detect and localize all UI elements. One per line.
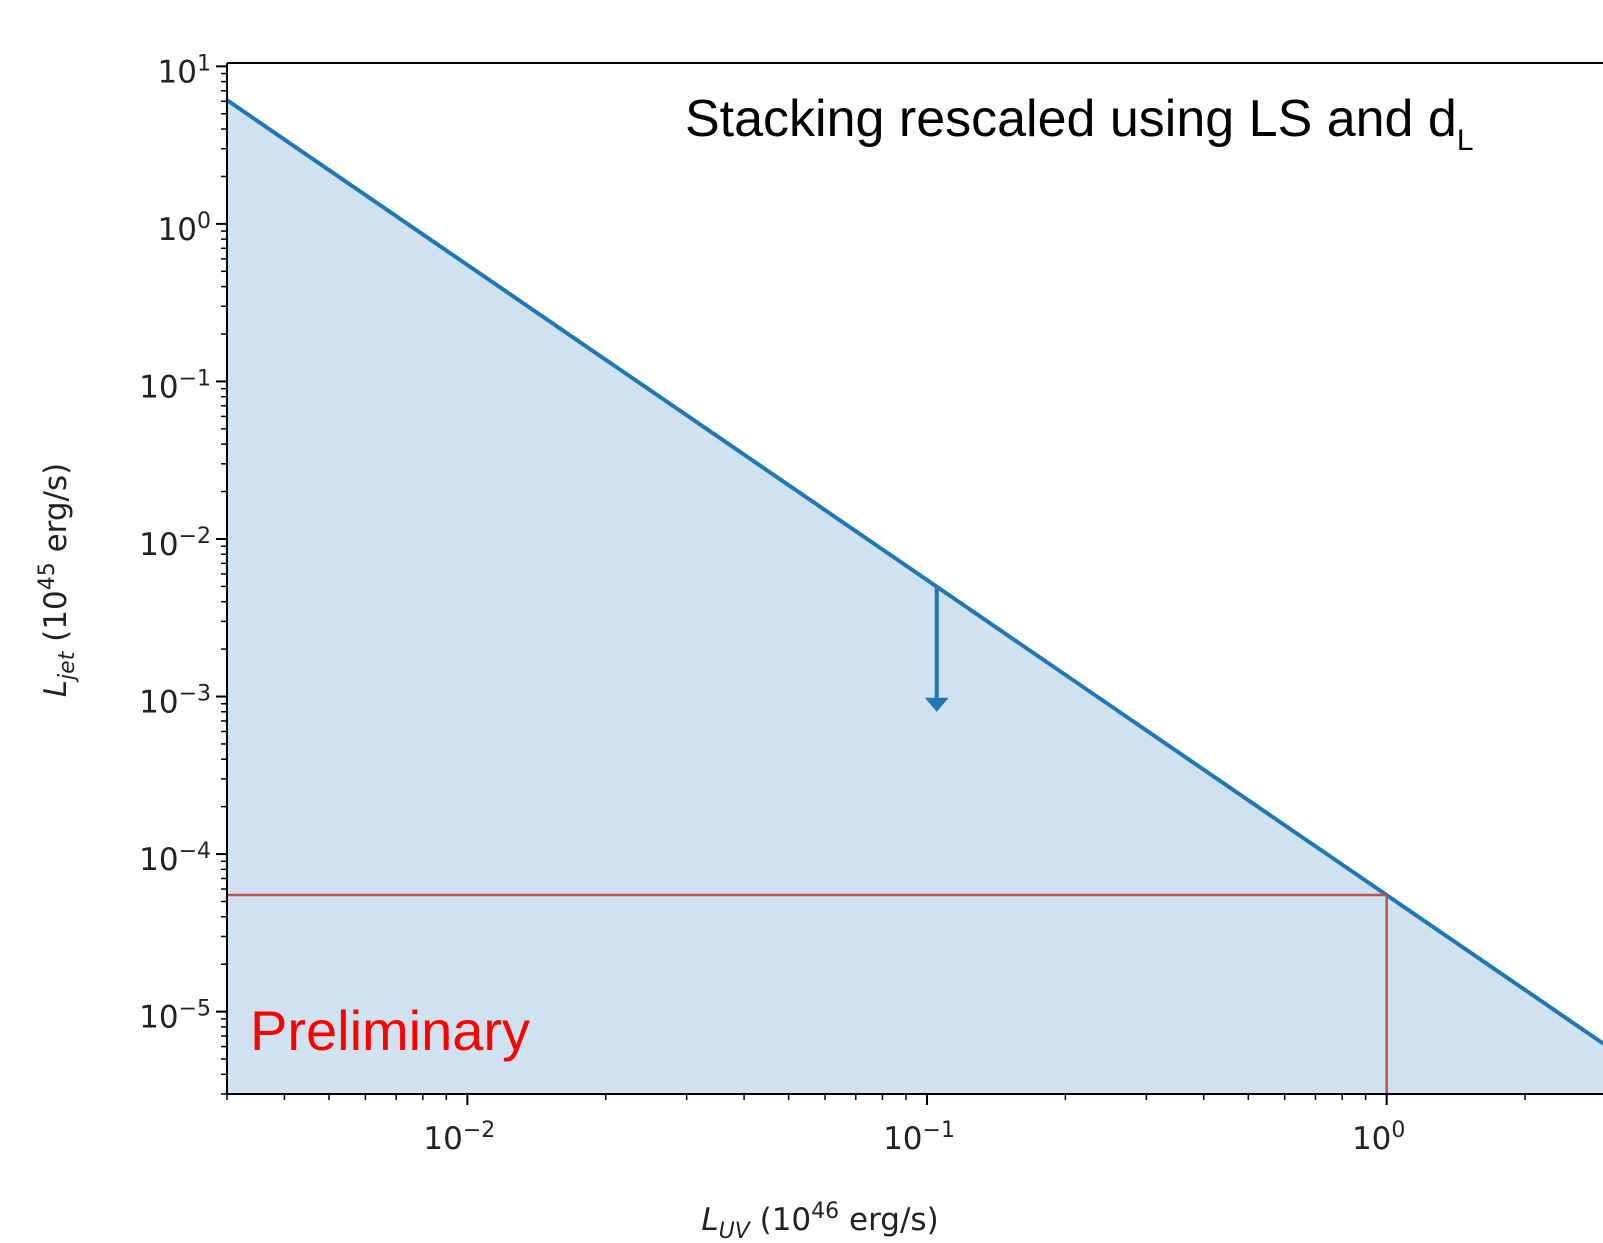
tick-base: 10 <box>139 369 178 405</box>
tick-exponent: −5 <box>179 997 211 1022</box>
annotation: Stacking rescaled using LS and dL <box>685 90 1474 157</box>
y-label-pre: (10 <box>38 590 74 651</box>
tick-label: 10−1 <box>883 1118 955 1157</box>
x-label-sub: UV <box>719 1219 752 1243</box>
line <box>225 98 1603 1046</box>
tick-exponent: −3 <box>179 682 211 707</box>
tick-base: 10 <box>158 212 197 248</box>
watermark: Preliminary <box>250 999 530 1062</box>
tick-label: 100 <box>158 209 211 248</box>
tick-label: 101 <box>158 51 211 90</box>
tick-exponent: −1 <box>179 366 211 391</box>
y-label-sup: 45 <box>35 562 60 590</box>
tick-base: 10 <box>139 842 178 878</box>
tick-exponent: −1 <box>923 1118 955 1143</box>
annotation-sub: L <box>1457 124 1474 157</box>
tick-base: 10 <box>139 527 178 563</box>
x-label-main: L <box>701 1202 718 1238</box>
x-label-sup: 46 <box>811 1199 839 1224</box>
tick-base: 10 <box>883 1121 922 1157</box>
tick-base: 10 <box>139 685 178 721</box>
y-label-main: L <box>38 680 74 697</box>
tick-base: 10 <box>139 1000 178 1036</box>
tick-label: 10−2 <box>423 1118 495 1157</box>
tick-base: 10 <box>158 54 197 90</box>
annotation-text: Stacking rescaled using LS and d <box>685 90 1457 148</box>
tick-label: 10−4 <box>139 839 211 878</box>
tick-exponent: −2 <box>179 524 211 549</box>
tick-label: 10−5 <box>139 997 211 1036</box>
x-axis-label: LUV (1046 erg/s) <box>701 1199 938 1243</box>
tick-exponent: 0 <box>1391 1118 1405 1143</box>
tick-label: 10−3 <box>139 682 211 721</box>
y-label-sub: jet <box>55 650 80 683</box>
tick-base: 10 <box>1352 1121 1391 1157</box>
tick-exponent: 0 <box>197 209 211 234</box>
y-label-post: erg/s) <box>38 463 74 563</box>
x-label-post: erg/s) <box>839 1202 939 1238</box>
tick-base: 10 <box>423 1121 462 1157</box>
tick-label: 10−1 <box>139 366 211 405</box>
y-axis-label: Ljet (1045 erg/s) <box>35 463 80 697</box>
x-label-pre: (10 <box>750 1202 811 1238</box>
area <box>227 100 1603 1094</box>
arrow-head <box>924 697 949 712</box>
tick-label: 10−2 <box>139 524 211 563</box>
tick-exponent: 1 <box>197 51 211 76</box>
tick-label: 100 <box>1352 1118 1405 1157</box>
tick-exponent: −4 <box>179 839 211 864</box>
tick-exponent: −2 <box>463 1118 495 1143</box>
